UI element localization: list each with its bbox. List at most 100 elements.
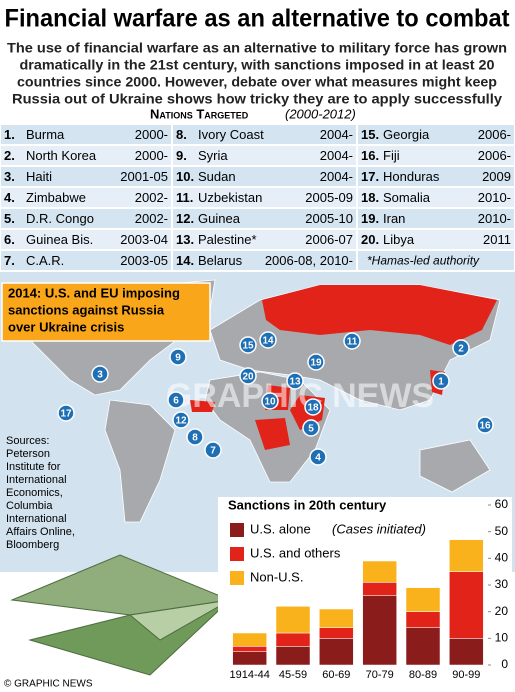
entry-years: 2004- [320,169,353,184]
legend-label: U.S. and others [250,545,341,560]
callout-box [1,282,211,342]
marker [476,416,494,434]
entry-number: 19. [361,211,379,226]
y-tick-label: 40 [495,551,509,565]
table-cell [1,125,171,144]
table-cell [358,251,514,270]
bar-segment [232,651,267,666]
bar-segment [405,587,441,612]
entry-name: Uzbekistan [198,190,262,205]
marker [91,365,109,383]
entry-number: 8. [176,127,187,142]
bar-segment [319,638,354,666]
table-cell [1,167,171,186]
entry-name: Fiji [383,148,400,163]
x-tick-label: 80-89 [409,669,437,681]
marker [169,348,187,366]
y-tick-label: 0 [501,657,508,671]
entry-number: 2. [4,148,15,163]
entry-number: 20. [361,232,379,247]
marker-label: 11 [347,337,358,348]
callout-line: 2014: U.S. and EU imposing [8,285,180,300]
y-tick-label: 60 [495,497,509,511]
entry-name: Syria [198,148,228,163]
bar-segment [275,606,311,634]
entry-number: 13. [176,232,194,247]
entry-years: 2003-04 [120,232,168,247]
legend-label: U.S. alone [250,521,311,536]
footer: © GRAPHIC NEWS [4,679,93,690]
table: 1. Burma 2000- 2. North Korea 2000- 3. Haiti 200… [1,125,514,270]
marker-label: 14 [262,336,274,347]
source-line: Sources: [6,435,49,447]
source-line: Peterson [6,448,50,460]
entry-number: 12. [176,211,194,226]
entry-name: Honduras [383,169,440,184]
callout-line: over Ukraine crisis [8,319,124,334]
marker-label: 3 [97,370,103,381]
marker [304,398,322,416]
entry-years: 2010- [478,190,511,205]
y-tick-label: 20 [495,604,509,618]
sanctioned-country [255,418,290,450]
entry-number: 4. [4,190,15,205]
entry-number: 9. [176,148,187,163]
entry-number: 17. [361,169,379,184]
table-cell [358,230,514,249]
x-tick-label: 90-99 [452,669,480,681]
x-tick-label: 1914-44 [229,669,269,681]
entry-years: 2005-09 [305,190,353,205]
australia [419,439,491,493]
marker [259,331,277,349]
table-cell [173,209,356,228]
legend-note: (Cases initiated) [332,521,426,536]
marker [186,428,204,446]
source-line: International [6,513,67,525]
bar-segment [319,627,354,639]
source-line: Bloomberg [6,539,59,551]
entry-name: Somalia [383,190,431,205]
marker [309,448,327,466]
entry-years: 2009 [482,169,511,184]
russia [262,285,497,345]
table-cell [358,209,514,228]
table-cell [173,188,356,207]
callout-line: sanctions against Russia [8,302,165,317]
marker [239,336,257,354]
entry-name: Guinea Bis. [26,232,93,247]
entry-name: Georgia [383,127,430,142]
table-cell [358,125,514,144]
source-line: Affairs Online, [6,526,75,538]
marker-label: 7 [210,446,216,457]
marker-label: 6 [173,396,179,407]
entry-years: 2011 [483,232,511,247]
marker-label: 8 [192,433,198,444]
marker-label: 16 [479,421,491,432]
subtitle-line: dramatically in the 21st century, with s… [20,57,495,73]
marker [307,353,325,371]
marker [167,391,185,409]
legend-swatch [230,547,244,561]
dollar-plane [10,554,232,676]
entry-number: 18. [361,190,379,205]
subtitle-line: The use of financial warfare as an alter… [7,40,507,56]
table-cell [358,188,514,207]
table-title: Nations Targeted [150,106,249,121]
title: Financial warfare as an alternative to c… [5,5,511,33]
table-cell [358,146,514,165]
entry-years: 2004- [320,148,353,163]
entry-years: 2000- [135,127,168,142]
entry-years: 2004- [320,127,353,142]
source-line: Institute for [6,461,61,473]
entry-number: 11. [176,190,193,205]
bar-segment [275,632,311,647]
legend-swatch [230,571,244,585]
y-tick-label: 50 [495,524,509,538]
marker-label: 4 [315,453,321,464]
south-america [104,399,176,523]
marker [204,441,222,459]
marker-label: 9 [175,353,181,364]
source-line: Columbia [6,500,53,512]
table-cell [358,167,514,186]
